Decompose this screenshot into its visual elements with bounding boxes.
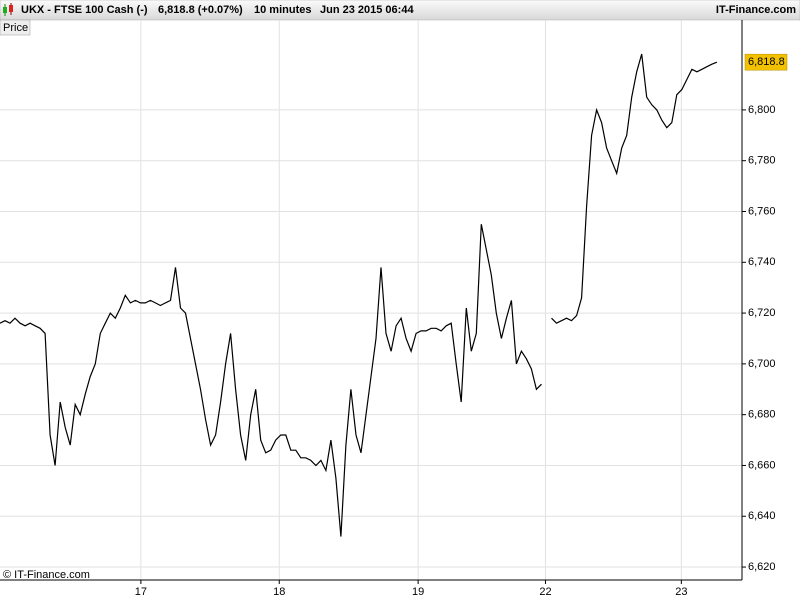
interval: 10 minutes	[254, 4, 311, 16]
y-tick-label: 6,640	[748, 510, 776, 522]
price-line	[0, 53, 718, 537]
y-tick-label: 6,800	[748, 104, 776, 116]
x-tick-label: 18	[273, 586, 285, 598]
y-tick-label: 6,740	[748, 256, 776, 268]
brand: IT-Finance.com	[716, 4, 796, 16]
y-tick-label: 6,660	[748, 459, 776, 471]
copyright: © IT-Finance.com	[3, 569, 90, 581]
last-price-box	[744, 53, 788, 71]
panel-label-box	[0, 19, 31, 36]
panel-label: Price	[3, 22, 28, 34]
quote: 6,818.8 (+0.07%)	[158, 4, 243, 16]
x-tick-label: 19	[412, 586, 424, 598]
x-tick-label: 22	[539, 586, 551, 598]
y-tick-label: 6,700	[748, 358, 776, 370]
logo-icon	[3, 3, 13, 16]
last-price-label: 6,818.8	[748, 56, 785, 68]
y-tick-label: 6,620	[748, 561, 776, 573]
y-tick-label: 6,720	[748, 307, 776, 319]
header-bar	[0, 0, 800, 21]
y-tick-label: 6,680	[748, 409, 776, 421]
x-tick-label: 17	[135, 586, 147, 598]
timestamp: Jun 23 2015 06:44	[320, 4, 414, 16]
y-tick-label: 6,760	[748, 205, 776, 217]
x-tick-label: 23	[675, 586, 687, 598]
symbol: UKX - FTSE 100 Cash (-)	[21, 4, 148, 16]
y-tick-label: 6,780	[748, 155, 776, 167]
